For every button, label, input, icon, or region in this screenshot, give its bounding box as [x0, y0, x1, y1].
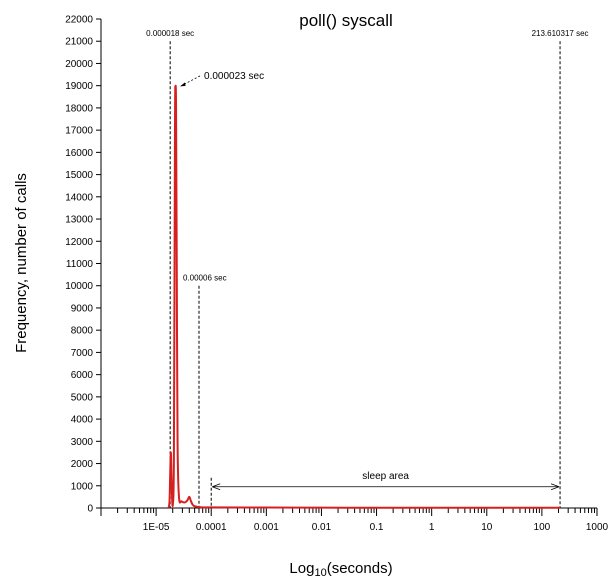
y-tick-label: 14000 — [65, 192, 93, 203]
y-tick-label: 0 — [87, 504, 93, 515]
y-tick-label: 6000 — [71, 370, 94, 381]
y-tick-label: 7000 — [71, 348, 94, 359]
x-tick-label: 0.01 — [312, 522, 332, 533]
x-axis-label: Log10(seconds) — [289, 560, 392, 578]
y-tick-label: 20000 — [65, 59, 93, 70]
x-tick-label: 0.0001 — [196, 522, 227, 533]
sleep-area-arrow-right-head — [550, 483, 560, 491]
y-tick-label: 13000 — [65, 215, 93, 226]
y-tick-label: 15000 — [65, 170, 93, 181]
reference-line-label: 0.00006 sec — [183, 274, 227, 283]
y-tick-label: 8000 — [71, 326, 94, 337]
x-axis-label-tail: (seconds) — [327, 560, 393, 577]
sleep-area-label: sleep area — [362, 471, 409, 482]
x-tick-label: 0.001 — [254, 522, 279, 533]
reference-line-label: 0.000018 sec — [146, 29, 194, 38]
x-tick-label: 0.1 — [370, 522, 384, 533]
annotations: 0.000023 sec sleep area — [180, 71, 560, 508]
y-tick-label: 22000 — [65, 15, 93, 26]
x-tick-label: 10 — [481, 522, 493, 533]
series-group — [167, 84, 561, 509]
sleep-area-arrow-left-head — [212, 483, 221, 491]
y-tick-label: 10000 — [65, 281, 93, 292]
y-tick-label: 21000 — [65, 37, 93, 48]
y-ticks: 0 1000 2000 3000 4000 5000 6000 7000 8000 9000 100… — [65, 15, 101, 515]
x-tick-label: 1E-05 — [143, 522, 170, 533]
y-tick-label: 17000 — [65, 126, 93, 137]
y-tick-label: 12000 — [65, 237, 93, 248]
x-ticks: 1E-05 0.0001 0.001 0.01 0.1 1 10 100 1000 — [100, 508, 609, 533]
peak-arrow-head — [180, 82, 186, 87]
y-tick-label: 2000 — [71, 459, 94, 470]
peak-label: 0.000023 sec — [204, 71, 264, 82]
x-axis-label-sub: 10 — [314, 567, 326, 578]
x-tick-label: 1 — [429, 522, 435, 533]
y-tick-label: 5000 — [71, 392, 94, 403]
y-axis-label: Frequency, number of calls — [13, 173, 30, 353]
x-axis-label-main: Log — [289, 560, 314, 577]
y-tick-label: 9000 — [71, 303, 94, 314]
reference-line-label: 213.610317 sec — [532, 29, 589, 38]
y-tick-label: 1000 — [71, 481, 94, 492]
y-tick-label: 11000 — [66, 259, 94, 270]
y-tick-label: 4000 — [71, 415, 94, 426]
y-tick-label: 16000 — [65, 148, 93, 159]
series-line — [167, 84, 561, 509]
y-tick-label: 18000 — [65, 103, 93, 114]
chart-title: poll() syscall — [299, 11, 393, 30]
y-tick-label: 19000 — [65, 81, 93, 92]
x-tick-label: 1000 — [586, 522, 609, 533]
reference-lines: 0.000018 sec 0.00006 sec 213.610317 sec — [146, 29, 589, 508]
x-tick-label: 100 — [534, 522, 551, 533]
y-tick-label: 3000 — [71, 437, 94, 448]
